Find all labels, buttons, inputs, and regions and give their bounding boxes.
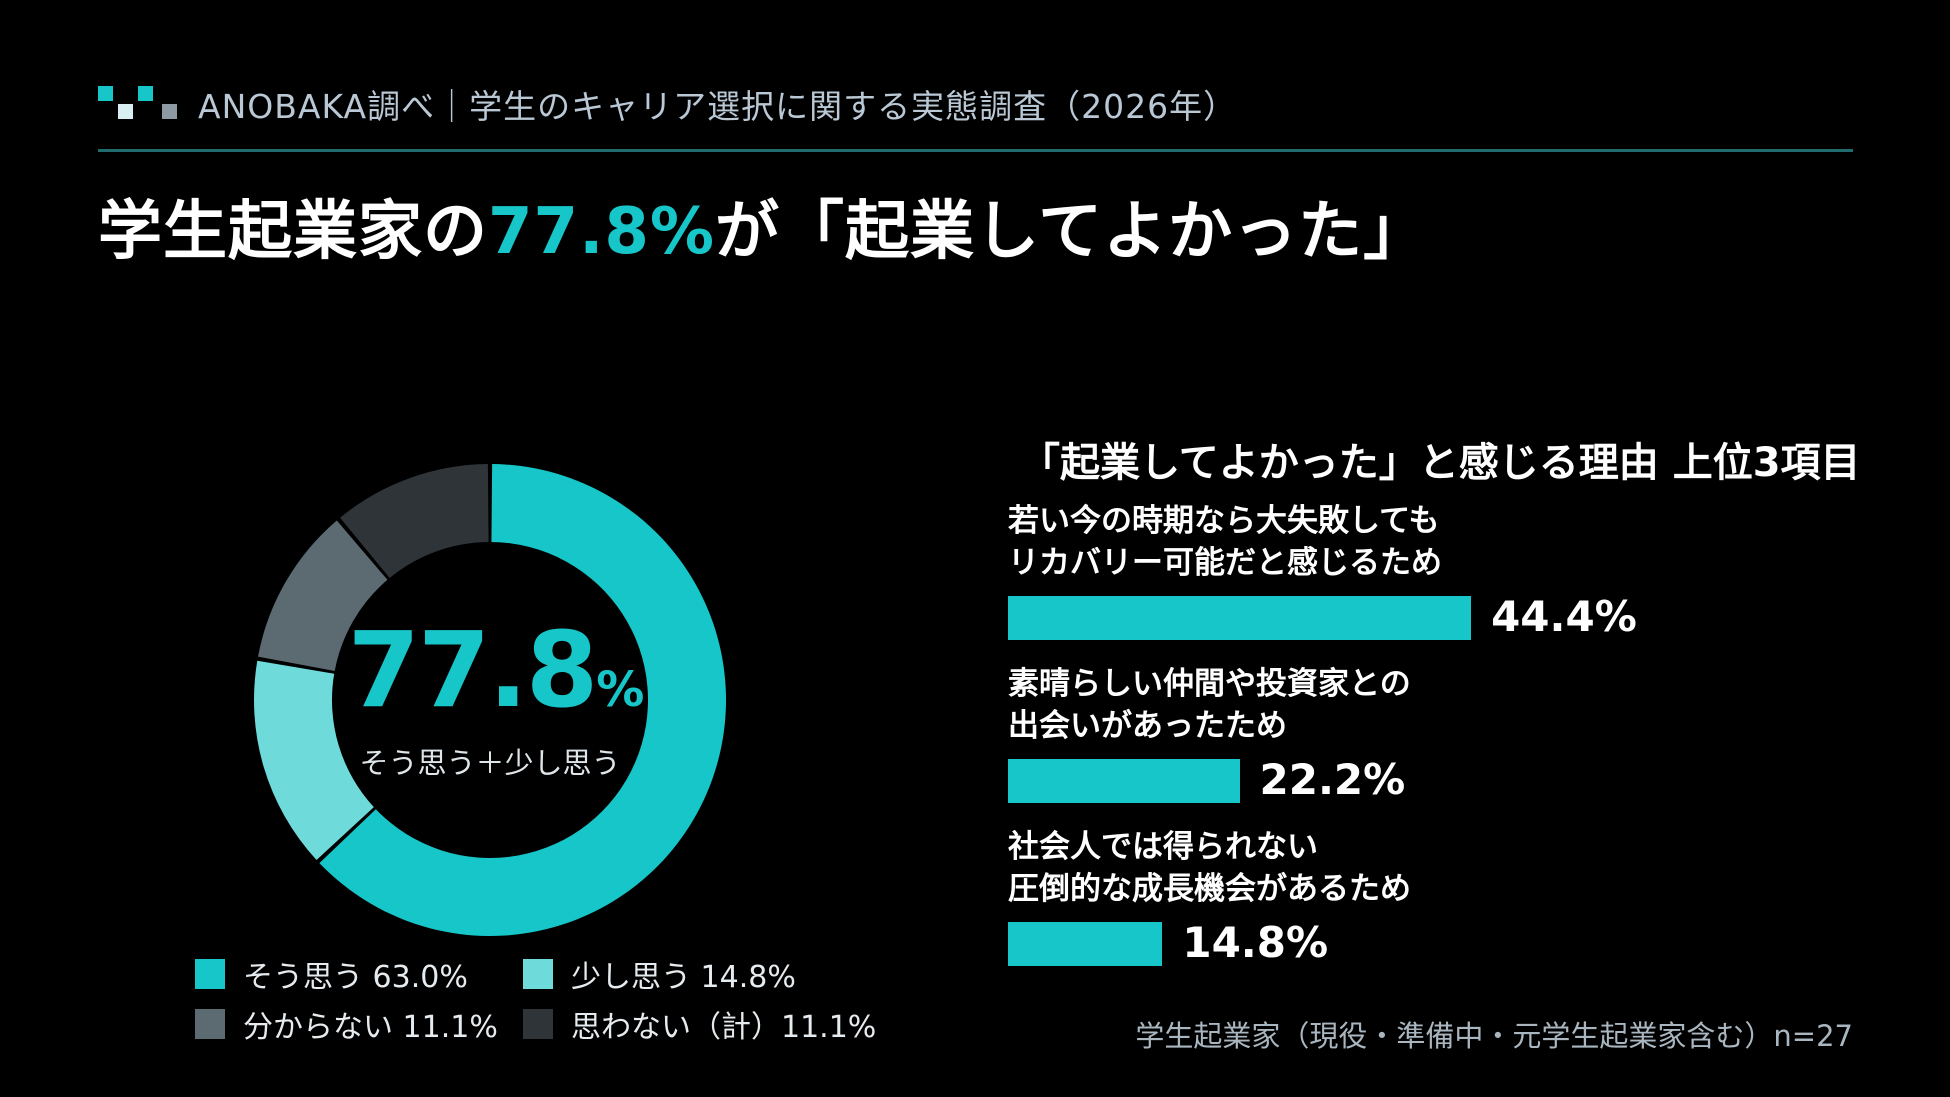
- header-text: ANOBAKA調べ｜学生のキャリア選択に関する実態調査（2026年）: [198, 87, 1238, 126]
- legend-label: そう思う 63.0%: [243, 960, 468, 995]
- bar-item: 社会人では得られない 圧倒的な成長機会があるため 14.8%: [1008, 826, 1708, 967]
- bar-row: 22.2%: [1008, 755, 1708, 804]
- title-prefix: 学生起業家の: [98, 195, 488, 269]
- legend-label: 思わない（計）11.1%: [571, 1010, 877, 1045]
- donut-legend: そう思う 63.0% 少し思う 14.8% 分からない 11.1% 思わない（計…: [195, 952, 915, 1052]
- legend-label: 少し思う 14.8%: [571, 960, 796, 995]
- donut-center-caption: そう思う＋少し思う: [359, 746, 621, 780]
- donut-center-value: 77.8%: [348, 618, 645, 722]
- legend-swatch: [195, 1009, 225, 1039]
- legend-swatch: [195, 959, 225, 989]
- header-divider: [98, 149, 1853, 152]
- donut-slice: [319, 464, 726, 936]
- donut-center-unit: %: [596, 662, 645, 718]
- bar: [1008, 759, 1240, 803]
- bar-item: 若い今の時期なら大失敗しても リカバリー可能だと感じるため 44.4%: [1008, 500, 1708, 641]
- bar-value-label: 44.4%: [1491, 592, 1637, 641]
- page-title: 学生起業家の77.8%が「起業してよかった」: [98, 180, 1428, 272]
- bar-label: 素晴らしい仲間や投資家との 出会いがあったため: [1008, 666, 1411, 744]
- legend-label: 分からない 11.1%: [243, 1010, 498, 1045]
- donut-svg: [254, 464, 726, 936]
- legend-item-wakaranai: 分からない 11.1%: [195, 1002, 498, 1046]
- donut-slice: [258, 520, 388, 671]
- footnote: 学生起業家（現役・準備中・元学生起業家含む）n=27: [1135, 1019, 1853, 1053]
- donut-slice: [340, 464, 489, 578]
- donut-chart: 77.8% そう思う＋少し思う: [250, 460, 730, 940]
- donut-center: 77.8% そう思う＋少し思う: [250, 460, 730, 940]
- bar-row: 44.4%: [1008, 592, 1708, 641]
- bar-value-label: 22.2%: [1259, 755, 1406, 804]
- legend-item-sou-omou: そう思う 63.0%: [195, 952, 468, 996]
- legend-swatch: [523, 1009, 553, 1039]
- legend-item-sukoshi-omou: 少し思う 14.8%: [523, 952, 796, 996]
- bar-label: 若い今の時期なら大失敗しても リカバリー可能だと感じるため: [1008, 503, 1442, 581]
- donut-slice: [254, 660, 374, 860]
- bar-row: 14.8%: [1008, 918, 1708, 967]
- bar-label: 社会人では得られない 圧倒的な成長機会があるため: [1008, 829, 1411, 907]
- logo-icon: [98, 86, 178, 122]
- legend-item-omowanai: 思わない（計）11.1%: [523, 1002, 876, 1046]
- title-suffix: が「起業してよかった」: [715, 195, 1429, 269]
- bar: [1008, 596, 1472, 640]
- bar-chart-title: 「起業してよかった」と感じる理由 上位3項目: [1020, 440, 1861, 486]
- bar-item: 素晴らしい仲間や投資家との 出会いがあったため 22.2%: [1008, 663, 1708, 804]
- title-highlight: 77.8%: [488, 195, 716, 269]
- bar: [1008, 922, 1163, 966]
- donut-center-number: 77.8: [347, 609, 599, 731]
- bar-value-label: 14.8%: [1182, 918, 1329, 967]
- legend-swatch: [523, 959, 553, 989]
